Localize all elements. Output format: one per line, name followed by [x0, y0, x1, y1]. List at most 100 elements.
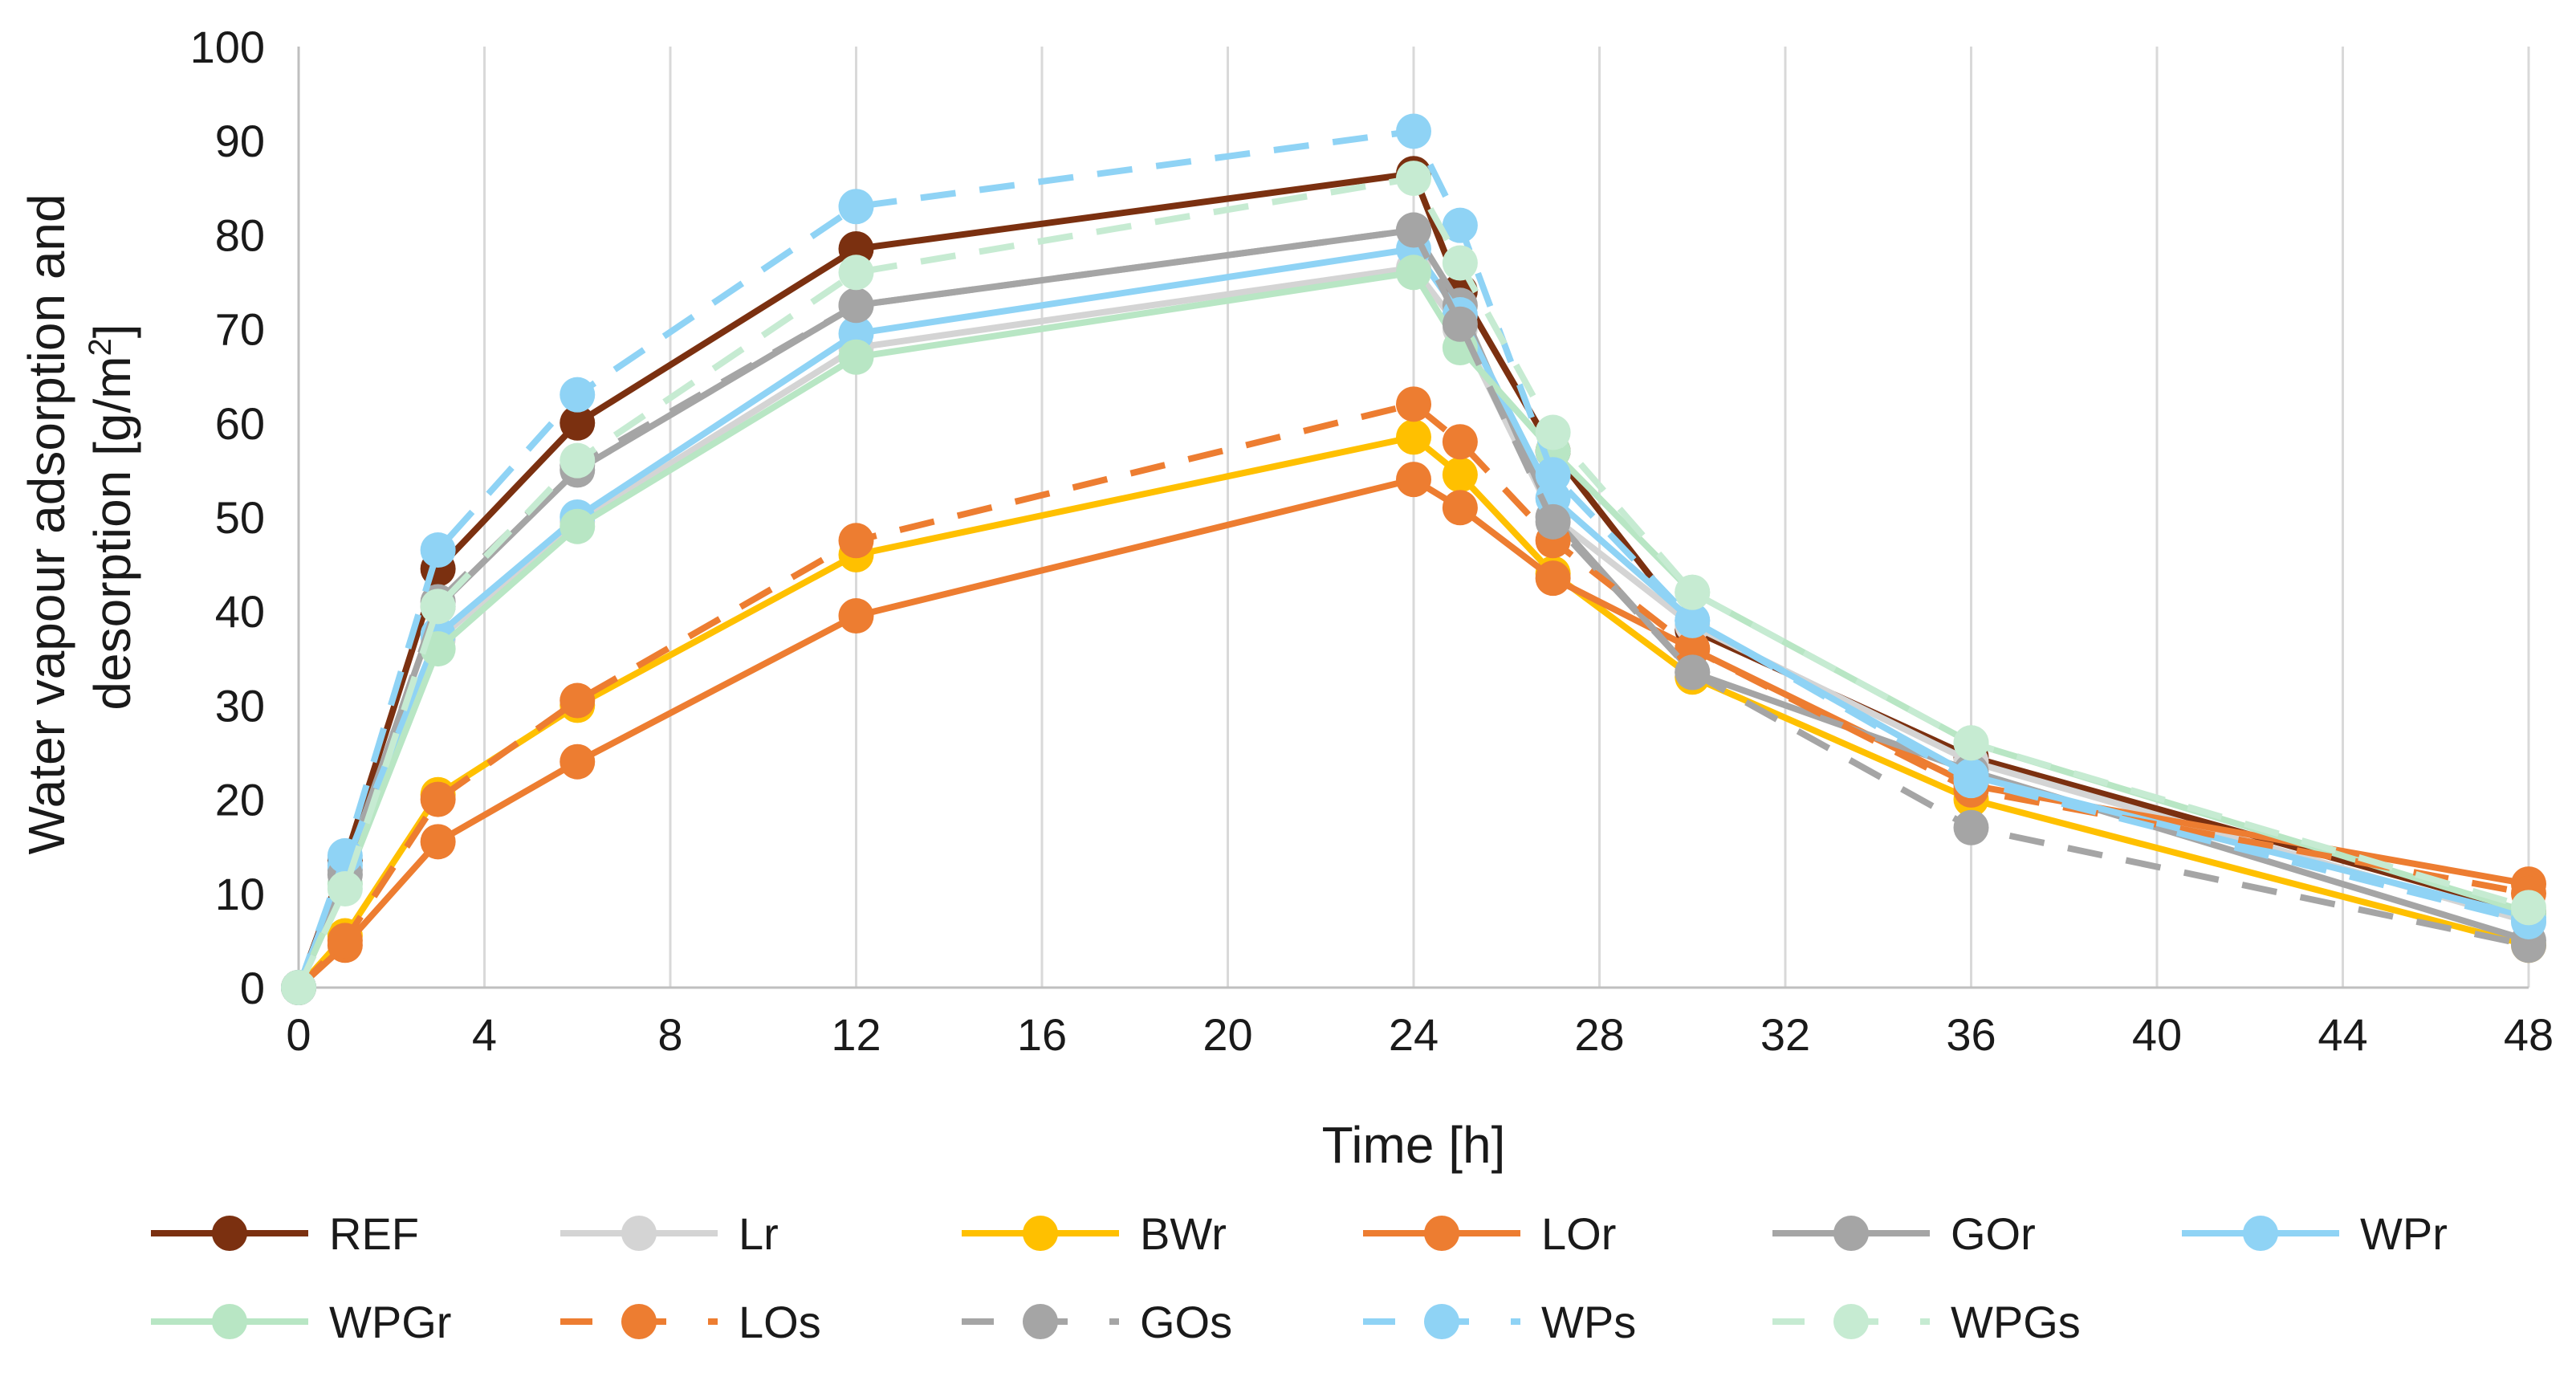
x-tick-label: 16: [1017, 1009, 1067, 1060]
legend-label-los: LOs: [739, 1297, 821, 1347]
legend-item-lr: Lr: [560, 1208, 779, 1259]
x-tick-label: 32: [1760, 1009, 1810, 1060]
legend-marker-los: [621, 1304, 657, 1339]
point-wpgs: [1675, 574, 1711, 610]
y-axis-title: Water vapour adsorption and desorption […: [18, 180, 141, 855]
point-gos: [838, 287, 874, 324]
point-ref: [560, 405, 596, 441]
point-los: [420, 781, 456, 817]
legend-marker-wpgr: [212, 1304, 247, 1339]
series-group: [281, 113, 2546, 1005]
legend-item-bwr: BWr: [962, 1208, 1227, 1259]
point-wps: [560, 377, 596, 413]
legend-marker-wpgs: [1833, 1304, 1869, 1339]
point-los: [838, 523, 874, 559]
x-tick-label: 0: [286, 1009, 311, 1060]
point-wpgs: [281, 970, 316, 1005]
x-tick-label: 4: [472, 1009, 497, 1060]
x-tick-label: 36: [1946, 1009, 1996, 1060]
x-tick-label: 8: [657, 1009, 682, 1060]
point-wpgs: [838, 255, 874, 291]
point-wps: [838, 189, 874, 225]
point-wpgs: [560, 442, 596, 479]
point-bwr: [1442, 457, 1478, 493]
legend-marker-bwr: [1023, 1216, 1058, 1251]
legend-item-wpgr: WPGr: [151, 1297, 451, 1347]
x-tick-label: 20: [1203, 1009, 1252, 1060]
x-tick-label: 48: [2504, 1009, 2554, 1060]
point-wpgs: [420, 589, 456, 625]
legend-label-wpgs: WPGs: [1951, 1297, 2081, 1347]
x-axis-title: Time [h]: [1322, 1116, 1506, 1174]
point-wpgs: [327, 870, 363, 906]
legend-label-wpr: WPr: [2360, 1208, 2448, 1259]
y-tick-label: 80: [215, 210, 265, 260]
x-tick-label: 28: [1574, 1009, 1624, 1060]
legend-item-wps: WPs: [1363, 1297, 1636, 1347]
point-wps: [1535, 457, 1571, 493]
y-tick-label: 30: [215, 680, 265, 731]
axes: [297, 47, 2529, 989]
y-axis-title-tail: ]: [83, 324, 141, 338]
legend-item-wpr: WPr: [2182, 1208, 2448, 1259]
x-tick-label: 44: [2318, 1009, 2367, 1060]
y-tick-label: 100: [190, 22, 265, 72]
legend-label-gos: GOs: [1140, 1297, 1232, 1347]
legend-item-lor: LOr: [1363, 1208, 1616, 1259]
point-wpgs: [1535, 414, 1571, 450]
point-lor: [838, 598, 874, 634]
point-wps: [1442, 207, 1478, 243]
series-wpgs: [281, 161, 2546, 1005]
legend-item-gor: GOr: [1772, 1208, 2036, 1259]
point-wpgs: [2511, 890, 2546, 926]
point-gos: [1396, 212, 1431, 248]
legend: REF Lr BWr LOr GOr WPr WPGr LOs GOs WPs WPGs: [151, 1208, 2448, 1347]
legend-marker-wpr: [2243, 1216, 2278, 1251]
point-wpgr: [1396, 255, 1431, 291]
point-los: [1442, 424, 1478, 460]
x-tick-label: 24: [1389, 1009, 1439, 1060]
point-wpgs: [1396, 161, 1431, 197]
point-gos: [1675, 654, 1711, 690]
legend-item-los: LOs: [560, 1297, 821, 1347]
series-line-los: [296, 401, 2529, 990]
legend-item-ref: REF: [151, 1208, 419, 1259]
x-tick-label: 12: [831, 1009, 881, 1060]
point-los: [327, 923, 363, 959]
point-wpgs: [1953, 725, 1989, 761]
point-wpgs: [1442, 245, 1478, 281]
point-wps: [1953, 763, 1989, 799]
point-gos: [1953, 809, 1989, 845]
point-wpgr: [838, 339, 874, 375]
y-axis-title-main: desorption [g/m: [83, 356, 141, 710]
x-tick-label: 40: [2132, 1009, 2182, 1060]
y-tick-label: 90: [215, 116, 265, 166]
point-wps: [1396, 113, 1431, 149]
point-wps: [420, 532, 456, 568]
legend-label-bwr: BWr: [1140, 1208, 1227, 1259]
y-tick-label: 60: [215, 398, 265, 449]
legend-marker-ref: [212, 1216, 247, 1251]
legend-label-lr: Lr: [739, 1208, 779, 1259]
y-tick-label: 70: [215, 304, 265, 355]
legend-marker-wps: [1424, 1304, 1459, 1339]
y-axis-title-line-1: Water vapour adsorption and: [18, 194, 75, 854]
y-tick-label: 50: [215, 492, 265, 543]
legend-label-lor: LOr: [1541, 1208, 1616, 1259]
point-lor: [420, 824, 456, 860]
legend-label-wps: WPs: [1541, 1297, 1636, 1347]
point-bwr: [1396, 419, 1431, 455]
point-lor: [1535, 560, 1571, 597]
point-lor: [1442, 490, 1478, 526]
point-wps: [1675, 602, 1711, 638]
point-los: [560, 682, 596, 719]
legend-marker-lr: [621, 1216, 657, 1251]
point-wpgr: [560, 508, 596, 544]
y-tick-label: 10: [215, 869, 265, 919]
y-axis-title-superscript: 2: [83, 338, 118, 356]
point-los: [1396, 386, 1431, 422]
legend-item-gos: GOs: [962, 1297, 1232, 1347]
point-gos: [1535, 503, 1571, 540]
point-lor: [560, 743, 596, 780]
